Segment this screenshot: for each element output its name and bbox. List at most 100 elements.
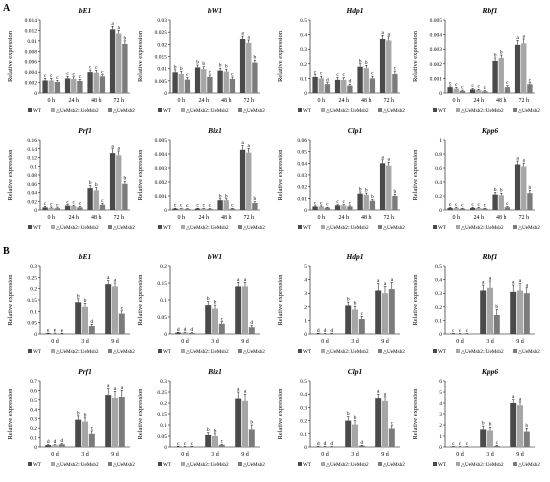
chart-4-significance-letter: b xyxy=(124,176,127,182)
chart-7-significance-letter: a xyxy=(516,156,519,162)
chart-2-significance-letter: d xyxy=(349,79,352,85)
chart-10-ytick-label: 0 xyxy=(304,332,307,338)
chart-12-bar xyxy=(105,395,112,447)
chart-2-bar xyxy=(341,79,347,93)
chart-12-significance-letter: a xyxy=(107,383,110,389)
chart-6-ytick-label: 0.01 xyxy=(297,196,307,202)
chart-4-significance-letter: c xyxy=(101,198,104,204)
chart-4-significance-letter: c xyxy=(56,202,59,208)
chart-14-bar xyxy=(382,400,388,447)
chart-5-xtick-label: 72 h xyxy=(244,215,255,221)
chart-11-significance-letter: c xyxy=(466,328,469,334)
chart-2-legend-label: △UeMsb2 xyxy=(383,108,405,114)
chart-6-bar xyxy=(334,205,341,210)
chart-15-bar xyxy=(510,403,517,447)
chart-10-ytick-label: 1 xyxy=(304,318,307,324)
chart-7-bar xyxy=(504,207,511,210)
chart-12-significance-letter: d xyxy=(54,439,57,445)
chart-8-ytick-label: 0.15 xyxy=(27,298,37,304)
chart-15-significance-letter: a xyxy=(512,394,515,400)
chart-13-legend-label: WT xyxy=(163,462,172,468)
chart-9-legend-label: △UeMsb2 xyxy=(243,349,265,355)
chart-8-ytick-label: 0 xyxy=(34,332,37,338)
chart-15-xtick-label: 0 d xyxy=(456,452,464,458)
chart-11-xtick-label: 9 d xyxy=(516,339,524,345)
chart-11-legend-swatch xyxy=(456,349,460,353)
chart-0-significance-letter: c xyxy=(66,71,69,77)
chart-12-significance-letter: c xyxy=(91,425,94,431)
chart-10-bar xyxy=(375,290,382,334)
chart-15-legend-label: WT xyxy=(438,462,447,468)
chart-10-xtick-label: 3 d xyxy=(351,339,359,345)
chart-15-significance-letter: c xyxy=(459,441,462,447)
chart-0-ytick-label: 0.012 xyxy=(25,28,38,34)
chart-5-bar xyxy=(223,200,229,210)
chart-6-legend-swatch xyxy=(378,225,382,229)
chart-13-significance-letter: c xyxy=(221,439,224,445)
chart-1-ytick-label: 0 xyxy=(164,91,167,97)
chart-11-legend-label: △UeMsb2 xyxy=(518,349,540,355)
chart-1-legend-label: WT xyxy=(163,108,172,114)
chart-4-bar xyxy=(48,207,54,210)
chart-9-significance-letter: b xyxy=(214,300,217,306)
chart-13-significance-letter: c xyxy=(191,441,194,447)
chart-14-significance-letter: b xyxy=(354,415,357,421)
chart-7-significance-letter: c xyxy=(506,201,509,207)
chart-13-bar xyxy=(212,436,218,447)
chart-2-significance-letter: b xyxy=(359,58,362,64)
chart-9-xtick-label: 3 d xyxy=(211,339,219,345)
chart-1-significance-letter: c xyxy=(209,69,212,75)
chart-3-ytick-label: 0.005 xyxy=(430,18,443,24)
chart-13-legend-label: △UeMsb2::UeMsb2 xyxy=(186,462,229,468)
chart-2-significance-letter: c xyxy=(320,71,323,77)
chart-14-significance-letter: a xyxy=(377,389,380,395)
chart-9-bar xyxy=(205,305,212,334)
chart-4-ylabel: Relative expression xyxy=(7,149,14,201)
chart-12-ytick-label: 0 xyxy=(34,445,37,451)
chart-3-bar xyxy=(453,88,459,93)
chart-12-xtick-label: 3 d xyxy=(81,452,89,458)
chart-5-significance-letter: c xyxy=(231,203,234,209)
chart-0-significance-letter: c xyxy=(56,75,59,81)
chart-8-bar xyxy=(45,333,52,334)
chart-6-legend-swatch xyxy=(321,225,325,229)
chart-1-ytick-label: 0.025 xyxy=(155,30,168,36)
chart-4-bar xyxy=(93,190,99,210)
chart-9-significance-letter: d xyxy=(184,327,187,333)
chart-8-xtick-label: 0 d xyxy=(51,339,59,345)
chart-4-xtick-label: 48 h xyxy=(91,215,102,221)
chart-9-legend-swatch xyxy=(238,349,242,353)
chart-4-legend-label: △UeMsb2::UeMsb2 xyxy=(56,225,99,231)
chart-1-ytick-label: 0.03 xyxy=(157,18,167,24)
chart-9-legend-label: △UeMsb2::UeMsb2 xyxy=(186,349,229,355)
chart-15-bar xyxy=(487,430,493,447)
chart-7-bar xyxy=(521,166,527,210)
chart-3-ytick-label: 0.004 xyxy=(430,33,443,39)
chart-2-xtick-label: 0 h xyxy=(318,98,326,104)
chart-10-legend-swatch xyxy=(298,349,302,353)
chart-6-ylabel: Relative expression xyxy=(277,149,284,201)
chart-7-bar xyxy=(453,207,459,210)
chart-10-bar xyxy=(388,289,395,334)
chart-6-significance-letter: c xyxy=(336,199,339,205)
chart-7-xtick-label: 72 h xyxy=(519,215,530,221)
chart-12-bar xyxy=(45,445,52,447)
chart-8-ylabel: Relative expression xyxy=(7,274,14,326)
chart-14-legend-swatch xyxy=(378,462,382,466)
chart-7-legend-label: △UeMsb2 xyxy=(518,225,540,231)
chart-13-ylabel: Relative expression xyxy=(137,388,144,440)
chart-1-bar xyxy=(246,42,252,93)
chart-6-bar xyxy=(318,206,324,210)
chart-11-title: Rbf1 xyxy=(482,252,498,261)
chart-15-bar xyxy=(480,429,487,447)
chart-3-significance-letter: c xyxy=(529,77,532,83)
chart-5-significance-letter: a xyxy=(241,140,244,146)
chart-1-xtick-label: 72 h xyxy=(244,98,255,104)
chart-4-legend-swatch xyxy=(108,225,112,229)
chart-2-ytick-label: 0 xyxy=(304,91,307,97)
chart-2-legend-label: WT xyxy=(303,108,312,114)
chart-1-significance-letter: a xyxy=(241,31,244,37)
chart-6-significance-letter: c xyxy=(349,200,352,206)
chart-14-significance-letter: c xyxy=(391,420,394,426)
chart-14-ylabel: Relative expression xyxy=(277,388,284,440)
